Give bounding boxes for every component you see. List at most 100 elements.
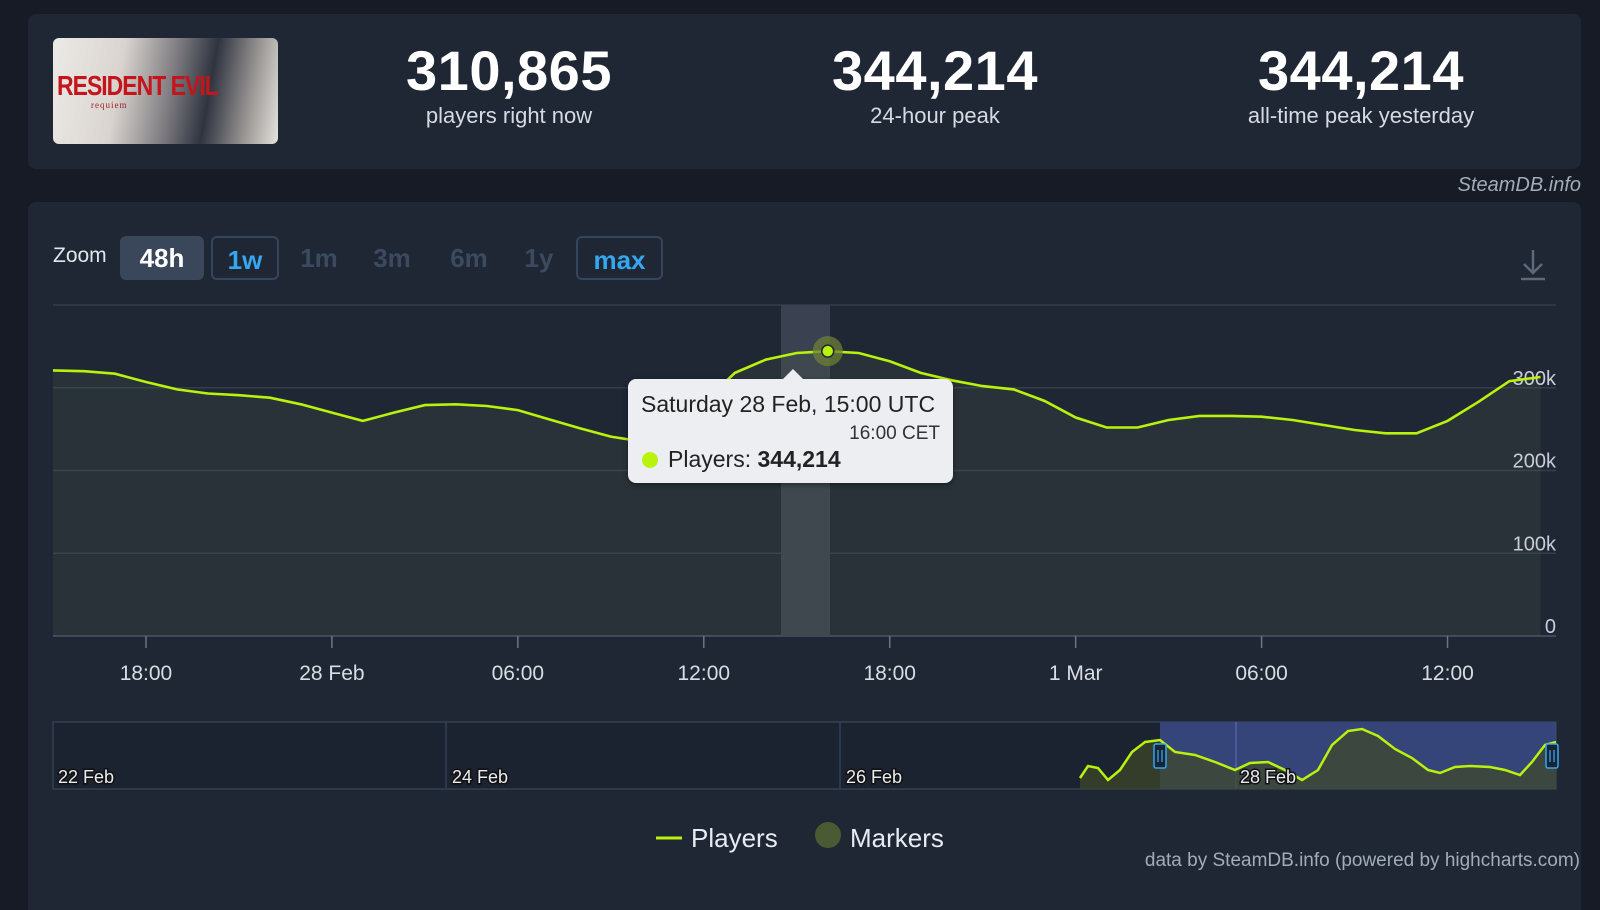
- data-point[interactable]: [1073, 415, 1079, 421]
- navigator-series-line: [1078, 727, 1557, 782]
- data-point[interactable]: [732, 370, 738, 376]
- stat-value: 310,865: [406, 39, 612, 102]
- data-point[interactable]: [1383, 430, 1389, 436]
- tooltip-title: Saturday 28 Feb, 15:00 UTC: [641, 391, 936, 417]
- navigator-date-label: 22 Feb: [58, 767, 114, 787]
- navigator-series-area: [1080, 729, 1556, 789]
- stat-label: 24-hour peak: [870, 103, 1000, 128]
- data-point[interactable]: [391, 410, 397, 416]
- legend-marker-icon: [815, 822, 841, 848]
- data-point[interactable]: [1321, 422, 1327, 428]
- data-point[interactable]: [887, 358, 893, 364]
- data-point[interactable]: [422, 402, 428, 408]
- x-tick-label: 18:00: [863, 662, 916, 685]
- legend-label-players: Players: [691, 823, 778, 853]
- data-point[interactable]: [515, 407, 521, 413]
- x-tick-label: 06:00: [492, 662, 545, 685]
- series-line-players[interactable]: [52, 349, 1541, 443]
- data-point[interactable]: [1538, 374, 1544, 380]
- zoom-48h-button[interactable]: 48h: [120, 236, 204, 280]
- legend-item-markers[interactable]: Markers: [815, 822, 944, 853]
- stat-value: 344,214: [1258, 39, 1464, 102]
- data-point[interactable]: [1104, 424, 1110, 430]
- data-point[interactable]: [174, 386, 180, 392]
- tooltip-series-row: Players: 344,214: [668, 446, 841, 473]
- stat-all-time-peak: 344,214 all-time peak yesterday: [1146, 40, 1576, 130]
- zoom-1w-button[interactable]: 1w: [211, 236, 279, 280]
- navigator-date-label: 28 Feb: [1240, 767, 1296, 787]
- data-point[interactable]: [1414, 430, 1420, 436]
- grip-handle-icon[interactable]: [1545, 743, 1559, 769]
- game-logo-subtitle: requiem: [91, 100, 128, 110]
- data-point[interactable]: [81, 368, 87, 374]
- chart-legend: Players Markers: [656, 822, 944, 853]
- data-point[interactable]: [112, 371, 118, 377]
- navigator-date-label: 24 Feb: [452, 767, 508, 787]
- stat-current-players: 310,865 players right now: [294, 40, 724, 130]
- data-point[interactable]: [1197, 413, 1203, 419]
- data-point[interactable]: [980, 383, 986, 389]
- data-point[interactable]: [360, 418, 366, 424]
- zoom-1m-button[interactable]: 1m: [300, 243, 338, 273]
- data-point[interactable]: [1042, 398, 1048, 404]
- zoom-label: Zoom: [53, 244, 107, 267]
- data-point[interactable]: [546, 416, 552, 422]
- data-point[interactable]: [856, 350, 862, 356]
- x-tick-label: 1 Mar: [1049, 662, 1103, 685]
- data-point[interactable]: [1445, 418, 1451, 424]
- zoom-max-button[interactable]: max: [576, 236, 663, 280]
- data-point[interactable]: [1290, 417, 1296, 423]
- data-point[interactable]: [236, 392, 242, 398]
- steamdb-attribution[interactable]: SteamDB.info: [1457, 174, 1581, 196]
- data-point[interactable]: [1507, 378, 1513, 384]
- legend-label-markers: Markers: [850, 823, 944, 853]
- game-banner-image[interactable]: RESIDENT EVIL requiem: [53, 38, 278, 144]
- legend-item-players[interactable]: Players: [656, 823, 778, 853]
- zoom-6m-button[interactable]: 6m: [450, 243, 488, 273]
- data-point[interactable]: [1166, 417, 1172, 423]
- stat-value: 344,214: [832, 39, 1038, 102]
- highlighted-data-point[interactable]: [820, 344, 835, 358]
- data-point[interactable]: [453, 401, 459, 407]
- data-point[interactable]: [577, 425, 583, 431]
- x-tick-label: 12:00: [1421, 662, 1474, 685]
- x-tick-label: 28 Feb: [299, 662, 364, 685]
- download-icon[interactable]: [1517, 246, 1549, 282]
- highcharts-credit[interactable]: data by SteamDB.info (powered by highcha…: [1144, 850, 1580, 871]
- data-point[interactable]: [484, 403, 490, 409]
- data-point[interactable]: [143, 379, 149, 385]
- tooltip-series-label: Players:: [668, 446, 752, 472]
- zoom-1y-button[interactable]: 1y: [524, 243, 554, 273]
- data-point[interactable]: [205, 391, 211, 397]
- zoom-3m-button[interactable]: 3m: [373, 243, 411, 273]
- chart-navigator: 22 Feb 24 Feb 26 Feb 28 Feb: [52, 721, 1559, 790]
- series-area: [53, 351, 1541, 636]
- stats-panel: RESIDENT EVIL requiem 310,865 players ri…: [28, 14, 1581, 169]
- x-tick-label: 06:00: [1235, 662, 1288, 685]
- y-tick-label: 100k: [1513, 533, 1557, 555]
- data-point[interactable]: [1476, 399, 1482, 405]
- navigator-date-label: 26 Feb: [846, 767, 902, 787]
- tooltip-series-dot: [642, 452, 658, 468]
- data-point[interactable]: [298, 401, 304, 407]
- data-point[interactable]: [608, 434, 614, 440]
- data-point[interactable]: [1228, 413, 1234, 419]
- data-point[interactable]: [1352, 427, 1358, 433]
- y-tick-label: 200k: [1513, 451, 1557, 473]
- data-point[interactable]: [329, 410, 335, 416]
- tooltip-subtitle: 16:00 CET: [849, 423, 940, 444]
- x-tick-label: 18:00: [120, 662, 173, 685]
- data-point[interactable]: [1135, 424, 1141, 430]
- y-tick-label: 0: [1545, 616, 1556, 638]
- stat-24h-peak: 344,214 24-hour peak: [720, 40, 1150, 130]
- data-point[interactable]: [1259, 414, 1265, 420]
- tooltip-value: 344,214: [757, 446, 841, 472]
- data-point[interactable]: [267, 395, 273, 401]
- data-point[interactable]: [794, 350, 800, 356]
- grip-handle-icon[interactable]: [1153, 743, 1167, 769]
- data-point[interactable]: [918, 370, 924, 376]
- data-point[interactable]: [1011, 386, 1017, 392]
- stat-label: all-time peak yesterday: [1247, 103, 1475, 128]
- data-point[interactable]: [763, 357, 769, 363]
